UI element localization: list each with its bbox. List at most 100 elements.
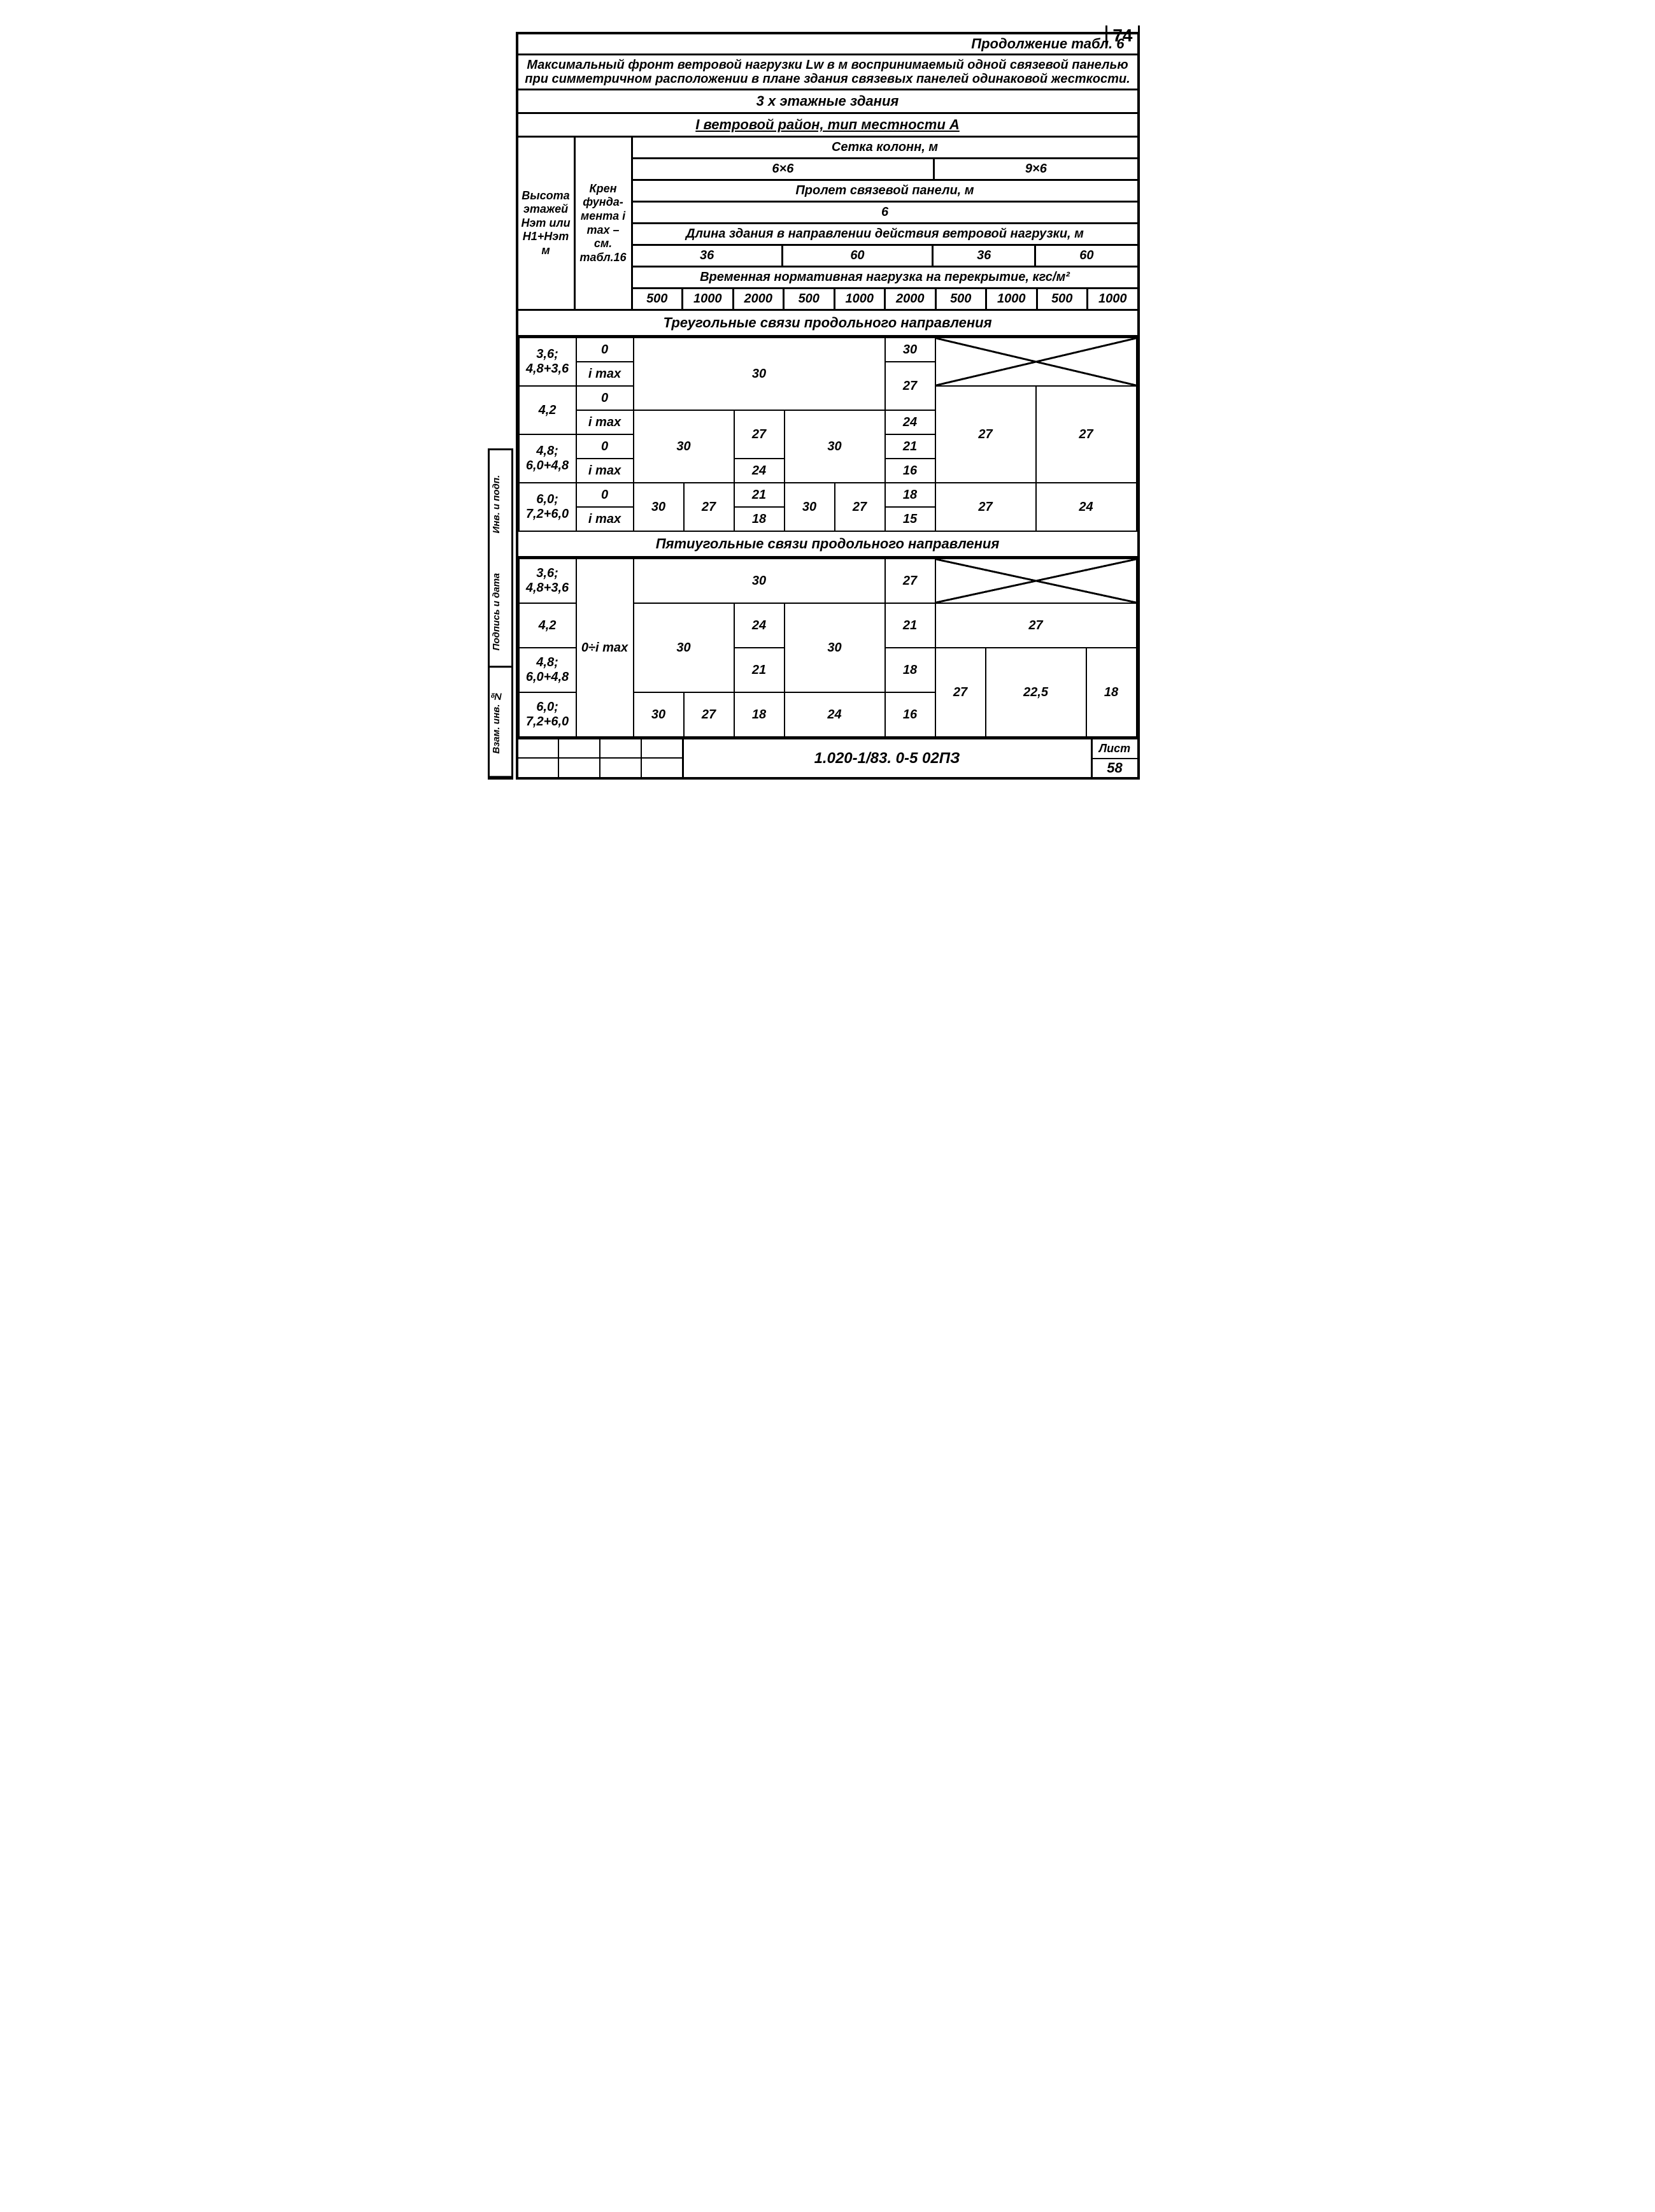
val-cell: 24: [1036, 483, 1137, 531]
height-cell: 6,0; 7,2+6,0: [519, 692, 576, 737]
continuation-label: Продолжение табл. 6: [518, 34, 1137, 55]
val-cell: 18: [1086, 648, 1137, 737]
val-cell: 30: [634, 338, 885, 410]
height-cell: 4,8; 6,0+4,8: [519, 434, 576, 483]
height-cell: 6,0; 7,2+6,0: [519, 483, 576, 531]
tilt-cell: 0: [576, 434, 634, 459]
table-header: Высота этажей Нэт или Н1+Нэт м Крен фунд…: [518, 138, 1137, 311]
sheet-number: 58: [1093, 759, 1137, 778]
height-cell: 4,2: [519, 386, 576, 434]
side-title-block: Инв. и подп. Подпись и дата Взам. инв. №: [488, 448, 513, 780]
crossed-cell: [935, 338, 1137, 386]
side-label: Взам. инв. №: [490, 668, 511, 778]
sheet-label: Лист: [1093, 739, 1137, 759]
val-cell: 30: [634, 559, 885, 603]
tilt-cell: 0: [576, 386, 634, 410]
val-cell: 21: [885, 603, 935, 648]
title-block-stamp: 1.020-1/83. 0-5 02ПЗ Лист 58: [518, 738, 1137, 777]
tilt-cell: i max: [576, 410, 634, 434]
load-val: 500: [633, 289, 684, 309]
grid-9x6: 9×6: [935, 159, 1137, 179]
val-cell: 16: [885, 692, 935, 737]
load-val: 2000: [886, 289, 937, 309]
val-cell: 30: [634, 483, 684, 531]
table-row: 3,6; 4,8+3,6 0÷i max 30 27: [519, 559, 1137, 603]
len-cell: 36: [633, 246, 783, 266]
val-cell: 27: [935, 648, 986, 737]
tilt-cell: i max: [576, 507, 634, 531]
val-cell: 27: [935, 603, 1137, 648]
height-cell: 3,6; 4,8+3,6: [519, 559, 576, 603]
load-label: Временная нормативная нагрузка на перекр…: [633, 268, 1137, 287]
span-value: 6: [633, 203, 1137, 222]
side-label: Подпись и дата: [490, 558, 511, 667]
tilt-cell: i max: [576, 459, 634, 483]
val-cell: 18: [885, 483, 935, 507]
storeys-label: 3 х этажные здания: [518, 90, 1137, 114]
val-cell: 27: [935, 386, 1036, 483]
val-cell: 21: [885, 434, 935, 459]
tilt-cell: 0: [576, 483, 634, 507]
val-cell: 27: [1036, 386, 1137, 483]
val-cell: 27: [885, 559, 935, 603]
val-cell: 18: [734, 692, 785, 737]
val-cell: 27: [684, 692, 734, 737]
val-cell: 24: [734, 603, 785, 648]
val-cell: 24: [885, 410, 935, 434]
height-cell: 4,8; 6,0+4,8: [519, 648, 576, 692]
val-cell: 30: [634, 603, 734, 692]
val-cell: 27: [935, 483, 1036, 531]
crossed-cell: [935, 559, 1137, 603]
section-pentagonal: Пятиугольные связи продольного направлен…: [518, 532, 1137, 558]
val-cell: 27: [734, 410, 785, 459]
pentagonal-table: 3,6; 4,8+3,6 0÷i max 30 27 4,2 30 24 30 …: [518, 558, 1137, 738]
load-val: 1000: [683, 289, 734, 309]
load-val: 1000: [987, 289, 1038, 309]
load-val: 500: [937, 289, 988, 309]
len-cell: 36: [934, 246, 1036, 266]
tilt-cell: 0: [576, 338, 634, 362]
tilt-cell: 0÷i max: [576, 559, 634, 737]
table-row: 6,0; 7,2+6,0 0 30 27 21 30 27 18 27 24: [519, 483, 1137, 507]
val-cell: 30: [634, 410, 734, 483]
val-cell: 27: [684, 483, 734, 531]
val-cell: 27: [835, 483, 885, 531]
grid-6x6: 6×6: [633, 159, 935, 179]
wind-region-label: I ветровой район, тип местности А: [518, 114, 1137, 138]
triangular-table: 3,6; 4,8+3,6 0 30 30 i max 27 4,2 0 27 2…: [518, 337, 1137, 532]
side-label: Инв. и подп.: [490, 450, 511, 558]
val-cell: 30: [785, 410, 885, 483]
len-cell: 60: [1036, 246, 1137, 266]
stamp-revisions: [518, 739, 684, 777]
val-cell: 18: [885, 648, 935, 692]
load-val: 2000: [734, 289, 785, 309]
val-cell: 21: [734, 648, 785, 692]
grid-label: Сетка колонн, м: [633, 138, 1137, 157]
load-val: 1000: [1088, 289, 1137, 309]
table-row: 3,6; 4,8+3,6 0 30 30: [519, 338, 1137, 362]
val-cell: 18: [734, 507, 785, 531]
table-title: Максимальный фронт ветровой нагрузки Lw …: [518, 55, 1137, 90]
val-cell: 22,5: [986, 648, 1086, 737]
load-val: 500: [1038, 289, 1089, 309]
drawing-code: 1.020-1/83. 0-5 02ПЗ: [684, 739, 1093, 777]
length-label: Длина здания в направлении действия ветр…: [633, 224, 1137, 244]
val-cell: 16: [885, 459, 935, 483]
val-cell: 24: [734, 459, 785, 483]
len-cell: 60: [783, 246, 934, 266]
height-cell: 3,6; 4,8+3,6: [519, 338, 576, 386]
drawing-frame: Продолжение табл. 6 Максимальный фронт в…: [516, 32, 1140, 780]
val-cell: 30: [785, 483, 835, 531]
val-cell: 30: [885, 338, 935, 362]
section-triangular: Треугольные связи продольного направлени…: [518, 311, 1137, 337]
load-val: 500: [785, 289, 835, 309]
val-cell: 30: [785, 603, 885, 692]
val-cell: 27: [885, 362, 935, 410]
height-cell: 4,2: [519, 603, 576, 648]
val-cell: 30: [634, 692, 684, 737]
val-cell: 15: [885, 507, 935, 531]
col-tilt-label: Крен фунда-мента i max – см. табл.16: [576, 138, 633, 309]
span-label: Пролет связевой панели, м: [633, 181, 1137, 201]
val-cell: 24: [785, 692, 885, 737]
tilt-cell: i max: [576, 362, 634, 386]
